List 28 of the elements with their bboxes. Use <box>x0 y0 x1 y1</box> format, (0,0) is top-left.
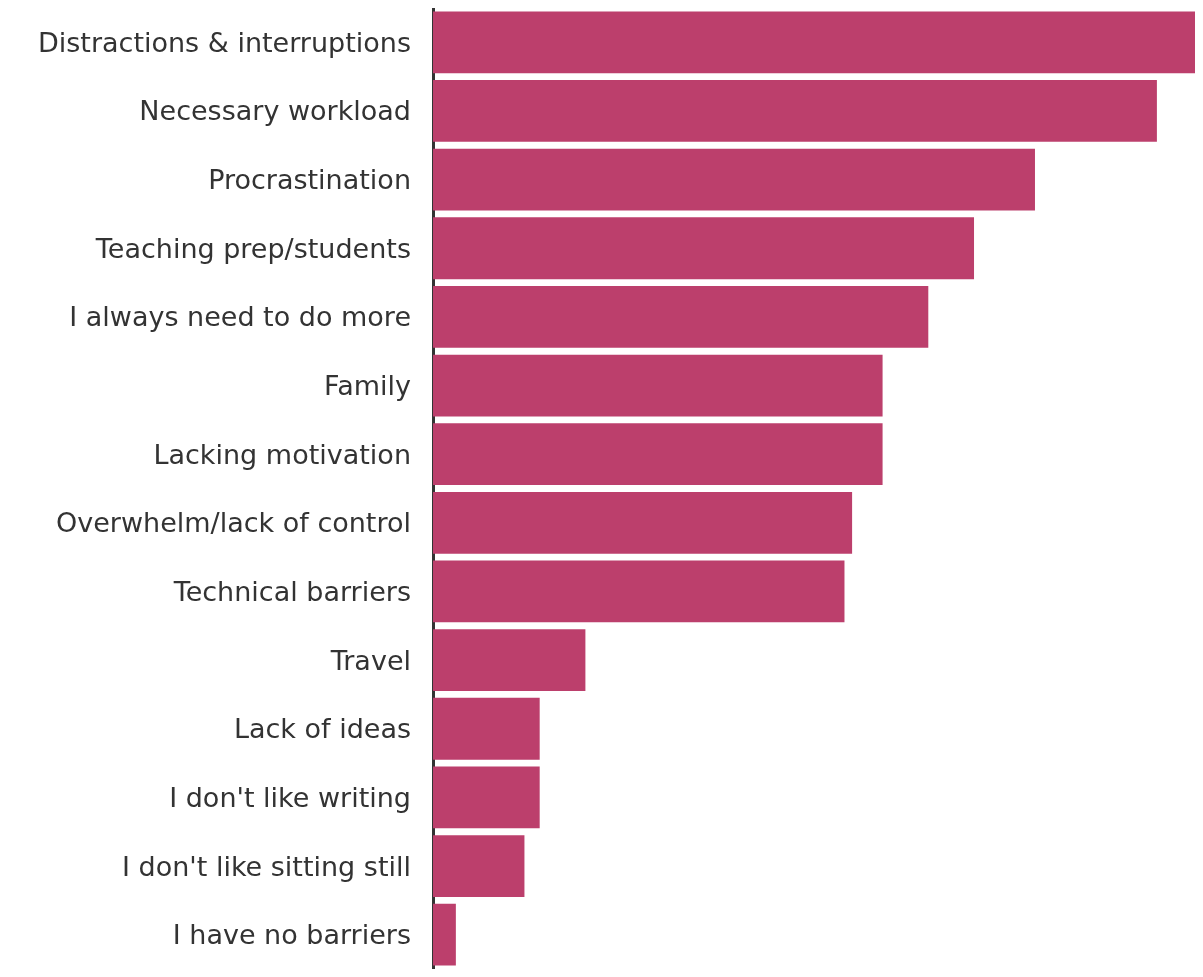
y-tick-label: I don't like writing <box>169 781 411 813</box>
y-tick-label: Lacking motivation <box>153 438 411 470</box>
y-tick-label: Teaching prep/students <box>94 232 411 264</box>
bar <box>433 491 853 554</box>
y-tick-label: I don't like sitting still <box>121 850 411 882</box>
bar <box>433 286 929 348</box>
y-tick-label: Overwhelm/lack of control <box>56 507 411 539</box>
bar <box>433 629 586 691</box>
y-tick-label: I have no barriers <box>172 919 411 951</box>
y-tick-label: Family <box>324 370 412 402</box>
y-tick-label: Travel <box>329 644 411 676</box>
bar <box>433 903 456 966</box>
y-tick-label: Procrastination <box>208 164 411 196</box>
bar <box>433 423 883 486</box>
y-tick-label: I always need to do more <box>69 301 411 333</box>
bar <box>433 766 540 829</box>
bar <box>433 697 540 760</box>
bar <box>433 80 1157 142</box>
bar <box>433 560 845 623</box>
y-tick-label: Necessary workload <box>139 95 411 127</box>
y-tick-label: Lack of ideas <box>233 713 411 745</box>
y-tick-label: Technical barriers <box>172 575 411 607</box>
bar <box>433 217 975 280</box>
y-tick-label: Distractions & interruptions <box>37 26 411 58</box>
bar <box>433 148 1035 211</box>
bar <box>433 835 525 897</box>
bar <box>433 11 1195 74</box>
bar <box>433 354 883 417</box>
